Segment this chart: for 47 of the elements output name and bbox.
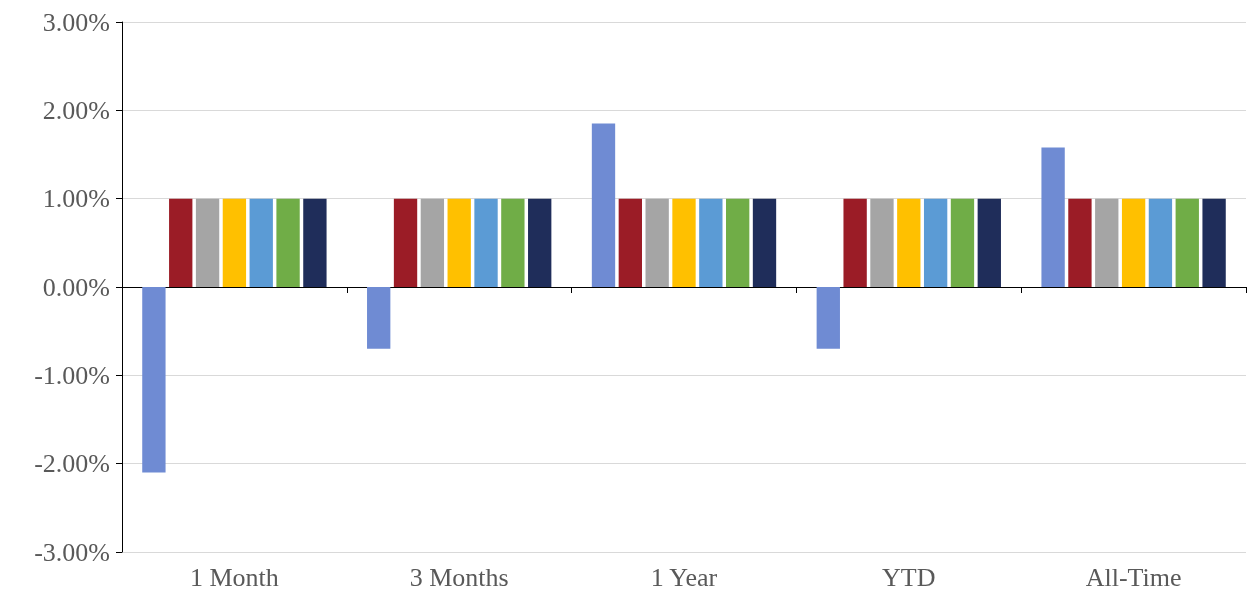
y-tick-label: -1.00% (34, 360, 110, 390)
bar (528, 198, 552, 287)
x-tick-label: 1 Month (189, 562, 279, 592)
bar (1121, 198, 1146, 287)
bar (923, 198, 948, 287)
bar (169, 198, 193, 287)
bar (618, 198, 642, 287)
bar (501, 198, 525, 287)
bar (1095, 198, 1119, 287)
bar (870, 198, 894, 287)
bar (367, 287, 391, 349)
y-tick-label: 3.00% (42, 7, 110, 37)
bar (249, 198, 273, 287)
bar (843, 198, 867, 287)
x-tick-label: YTD (882, 562, 936, 592)
bar (393, 198, 418, 287)
bar (726, 198, 750, 287)
bar (1175, 198, 1199, 287)
x-tick-label: 1 Year (650, 562, 718, 592)
bar (816, 287, 840, 349)
y-tick-label: 2.00% (42, 95, 110, 125)
bar (474, 198, 498, 287)
y-tick-label: 1.00% (42, 184, 110, 214)
bar (897, 198, 921, 287)
bar (1202, 198, 1226, 287)
bar (1148, 198, 1173, 287)
bar (672, 198, 696, 287)
y-tick-label: -2.00% (34, 449, 110, 479)
bar (195, 198, 220, 287)
bar (276, 198, 300, 287)
x-tick-label: 3 Months (409, 562, 509, 592)
x-tick-label: All-Time (1085, 562, 1182, 592)
bar (699, 198, 723, 287)
bar (591, 123, 616, 287)
bar (1068, 198, 1092, 287)
bar (645, 198, 669, 287)
bar (222, 198, 247, 287)
y-tick-label: 0.00% (42, 272, 110, 302)
y-tick-label: -3.00% (34, 537, 110, 567)
bar (420, 198, 445, 287)
bar (142, 287, 166, 473)
bar (977, 198, 1001, 287)
bar (950, 198, 975, 287)
bar (447, 198, 471, 287)
bar (752, 198, 777, 287)
bar (1041, 147, 1065, 287)
bar (303, 198, 327, 287)
